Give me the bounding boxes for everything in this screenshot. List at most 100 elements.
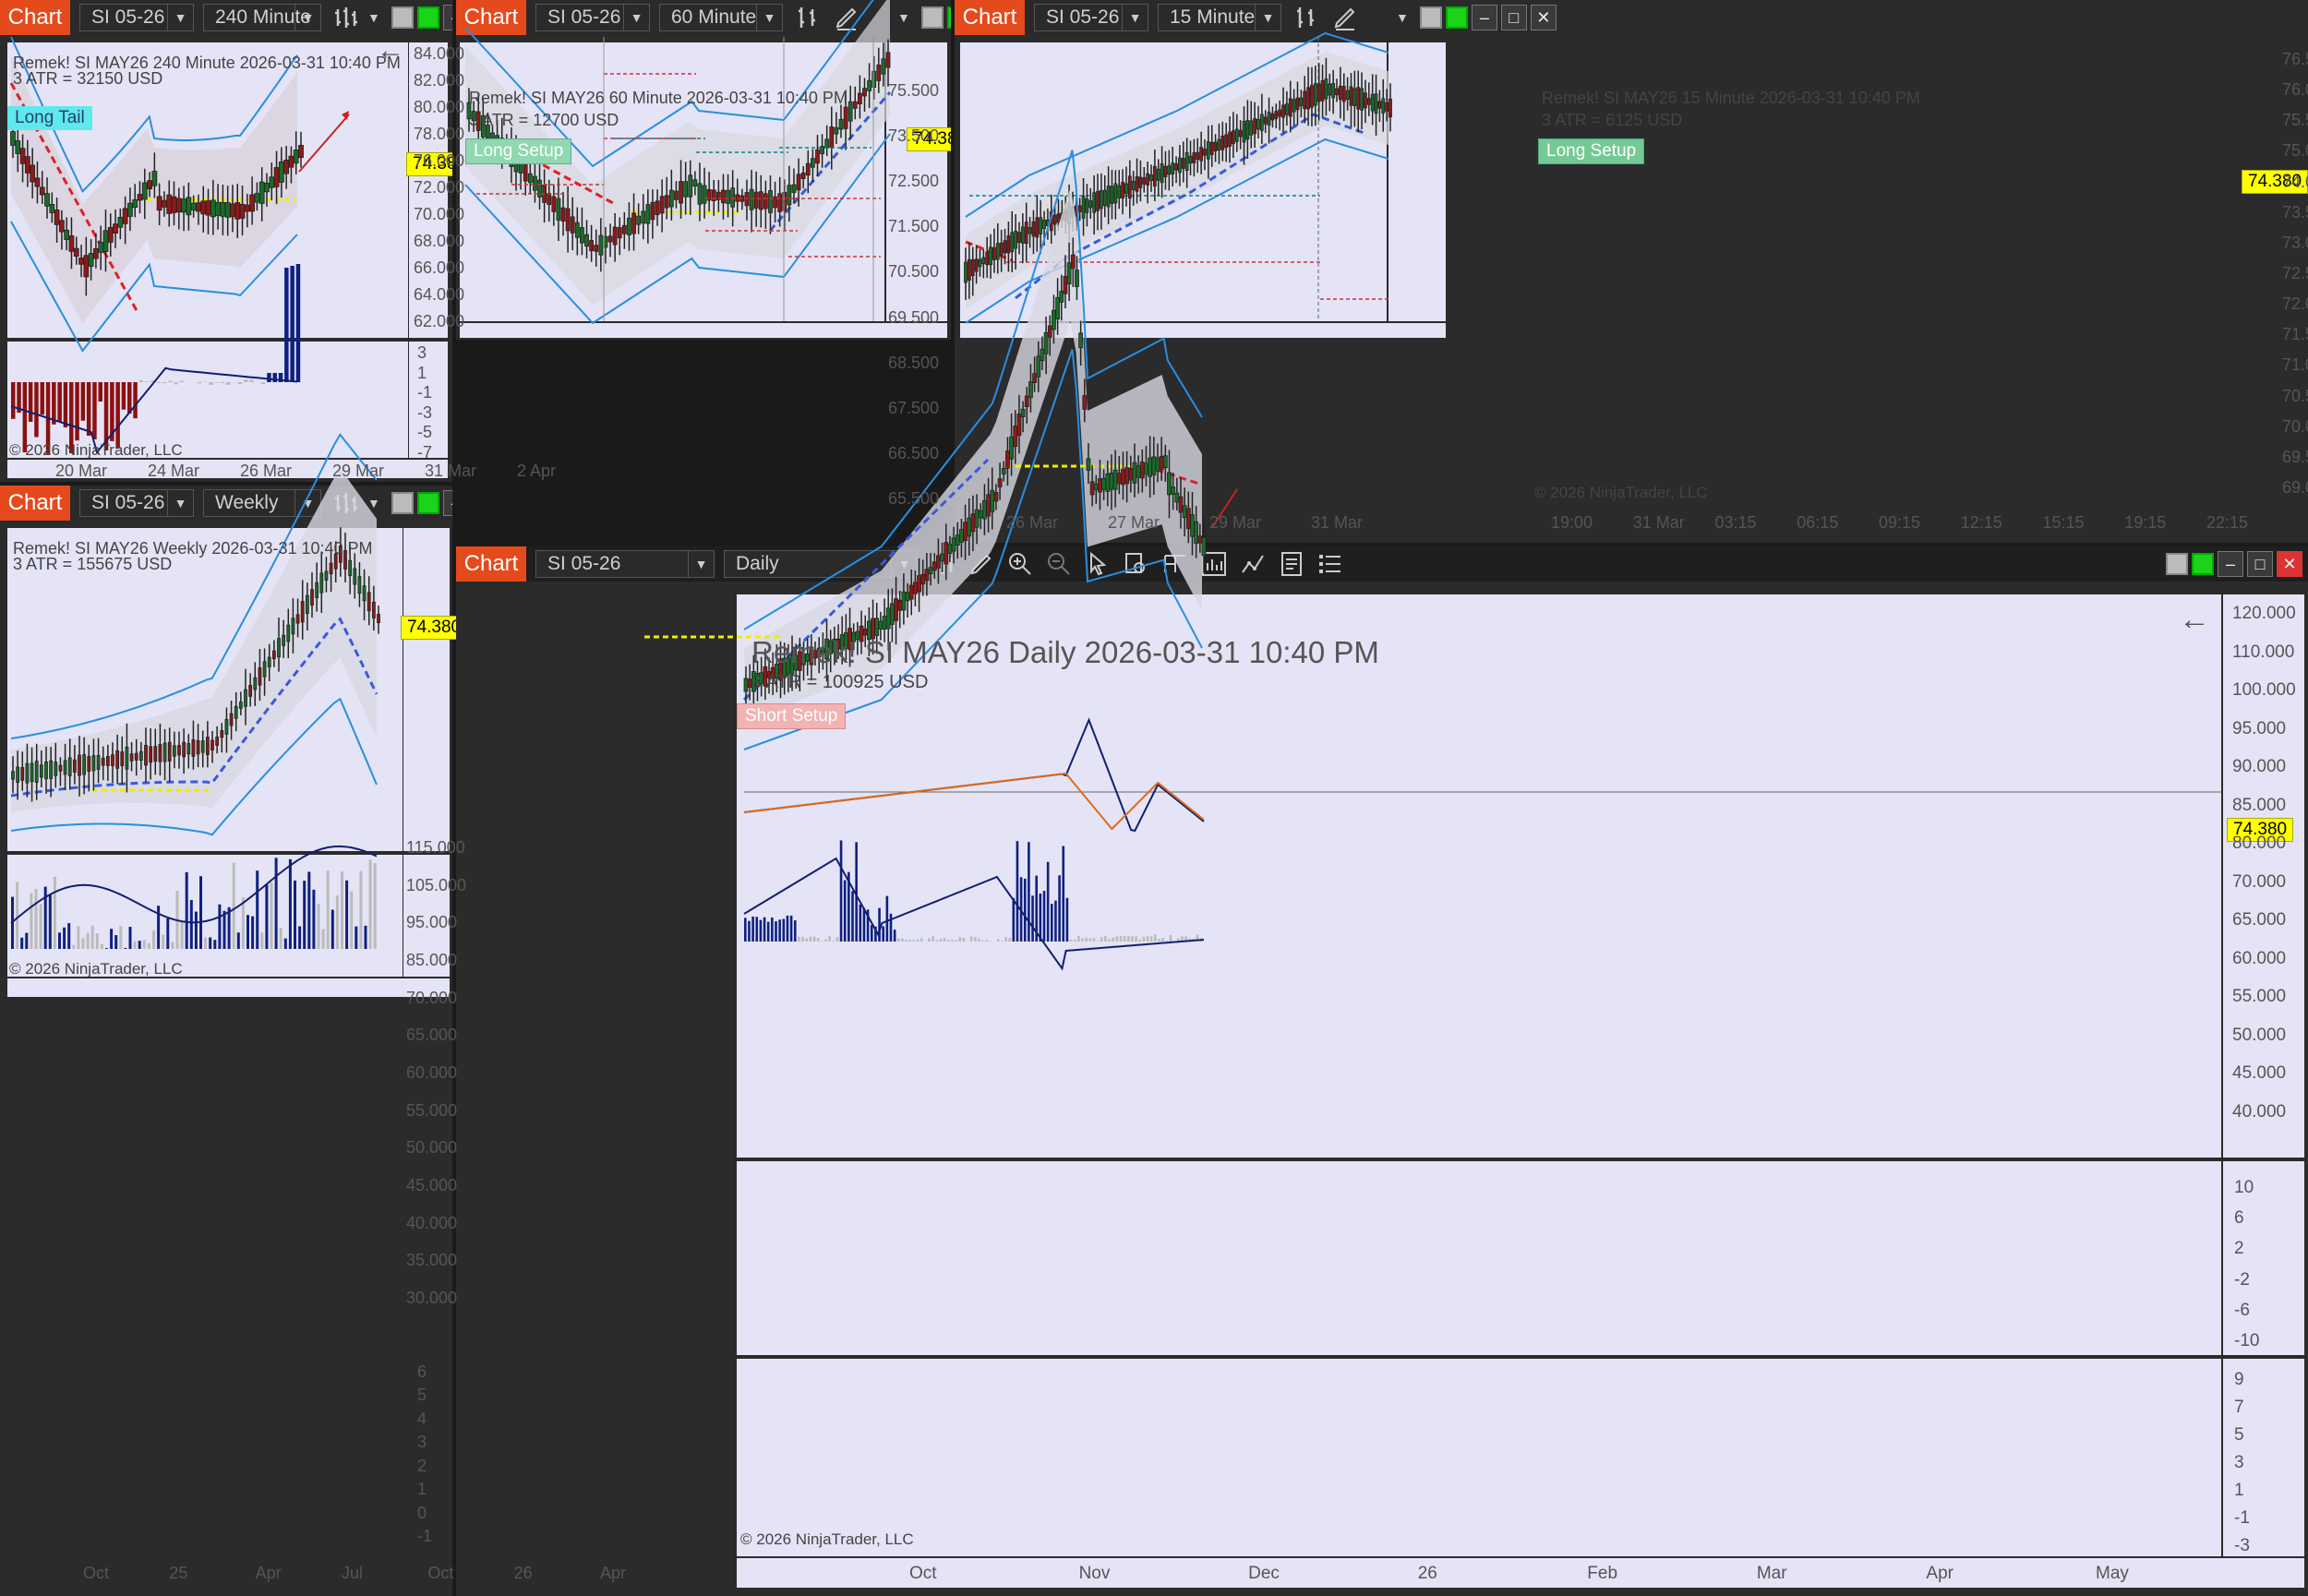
date-tick-label: 24 Mar [148, 462, 200, 480]
chart-menu-tab[interactable]: Chart [0, 0, 70, 35]
price-axis[interactable] [409, 42, 448, 338]
chart-menu-tab[interactable]: Chart [955, 0, 1025, 35]
price-tick-label: 50.000 [406, 1138, 458, 1158]
link-color-gray-icon[interactable] [391, 6, 414, 29]
close-button[interactable]: ✕ [1530, 5, 1557, 30]
setup-label: Long Setup [465, 138, 572, 164]
macd-axis-daily[interactable] [2223, 1161, 2304, 1355]
bar-style-icon[interactable] [332, 4, 360, 31]
instrument-selector[interactable]: SI 05-26 ▼ [1034, 4, 1148, 31]
price-axis[interactable] [886, 42, 947, 321]
price-axis-weekly[interactable] [403, 528, 450, 851]
oscillator-axis-daily[interactable] [2223, 1359, 2304, 1556]
price-tick-label: 72.500 [2282, 264, 2308, 282]
list-icon[interactable] [1316, 550, 1344, 578]
instrument-value: SI 05-26 [547, 553, 621, 574]
period-selector[interactable]: Weekly ▼ [203, 489, 321, 517]
chevron-down-icon[interactable]: ▼ [1122, 5, 1148, 30]
link-color-green-icon[interactable] [1445, 6, 1468, 29]
atr-label: 3 ATR = 32150 USD [13, 69, 163, 88]
price-tick-label: 75.500 [888, 81, 940, 100]
draw-tool-icon[interactable] [833, 4, 860, 31]
chevron-down-icon[interactable]: ▼ [167, 490, 193, 516]
chevron-down-icon[interactable]: ▼ [295, 490, 320, 516]
period-selector[interactable]: 60 Minute ▼ [659, 4, 783, 31]
instrument-selector[interactable]: SI 05-26 ▼ [79, 489, 194, 517]
chevron-down-icon[interactable]: ▼ [688, 551, 714, 577]
instrument-selector[interactable]: SI 05-26 ▼ [79, 4, 194, 31]
link-color-gray-icon[interactable] [920, 6, 944, 29]
osc-tick-label: 1 [2234, 1481, 2244, 1500]
price-tick-label: 35.000 [406, 1251, 458, 1270]
close-button[interactable]: ✕ [2277, 551, 2302, 577]
chevron-down-icon[interactable]: ▼ [756, 5, 782, 30]
chevron-down-icon[interactable]: ▼ [1255, 5, 1280, 30]
link-color-gray-icon[interactable] [391, 492, 414, 514]
bar-style-icon[interactable] [1292, 4, 1320, 31]
period-selector[interactable]: 15 Minute ▼ [1158, 4, 1281, 31]
pointer-icon[interactable] [1084, 550, 1112, 578]
link-color-green-icon[interactable] [416, 6, 439, 29]
chart-menu-tab[interactable]: Chart [456, 546, 526, 582]
link-color-green-icon[interactable] [2192, 553, 2214, 575]
oscillator-panel[interactable] [7, 342, 408, 458]
date-tick-label: 26 Mar [240, 462, 293, 480]
maximize-button[interactable]: □ [2247, 551, 2273, 577]
indicators-icon[interactable] [1200, 550, 1228, 578]
time-axis[interactable] [460, 323, 947, 338]
minimize-button[interactable]: – [2218, 551, 2243, 577]
back-arrow-icon-daily[interactable]: ← [2179, 602, 2210, 637]
link-color-gray-icon[interactable] [1419, 6, 1442, 29]
price-axis-15min[interactable] [1388, 42, 1446, 321]
price-tick-label: 66.000 [414, 258, 465, 277]
chart-menu-tab[interactable]: Chart [456, 0, 526, 35]
period-selector[interactable]: Daily▼ [724, 550, 918, 578]
price-tick-label: 100.000 [2232, 680, 2296, 701]
price-axis-daily[interactable] [2223, 594, 2304, 1158]
chevron-down-icon[interactable]: ▼ [623, 5, 649, 30]
last-price-marker: 74.380 [406, 152, 452, 176]
chevron-down-icon[interactable]: ▼ [367, 496, 380, 510]
time-axis-weekly[interactable] [7, 978, 450, 997]
date-tick-label: 29 Mar [1209, 513, 1262, 532]
instrument-selector[interactable]: SI 05-26 ▼ [535, 550, 715, 578]
chevron-down-icon[interactable]: ▼ [897, 10, 910, 25]
period-selector[interactable]: 240 Minute ▼ [203, 4, 321, 31]
bar-style-icon[interactable] [794, 4, 822, 31]
oscillator-axis-weekly[interactable] [403, 855, 450, 977]
link-color-green-icon[interactable] [416, 492, 439, 514]
period-value: 15 Minute [1170, 6, 1256, 28]
chevron-down-icon[interactable]: ▼ [295, 5, 320, 30]
chevron-down-icon[interactable]: ▼ [167, 5, 193, 30]
oscillator-panel-daily[interactable] [737, 1359, 2221, 1556]
price-panel-daily[interactable] [737, 594, 2221, 1158]
copyright: © 2026 NinjaTrader, LLC [9, 441, 183, 459]
price-tick-label: 110.000 [2232, 642, 2295, 662]
instrument-selector[interactable]: SI 05-26 ▼ [535, 4, 650, 31]
minimize-button[interactable]: – [442, 490, 452, 516]
properties-icon[interactable] [1278, 550, 1305, 578]
chevron-down-icon[interactable]: ▼ [367, 10, 380, 25]
zoom-in-icon[interactable] [1006, 550, 1034, 578]
zoom-out-icon[interactable] [1045, 550, 1073, 578]
oscillator-axis[interactable] [409, 342, 448, 458]
time-axis-daily[interactable] [737, 1558, 2304, 1588]
price-tick-label: 50.000 [2232, 1025, 2287, 1045]
back-arrow-icon[interactable]: ← [377, 35, 404, 66]
price-tick-label: 64.000 [414, 285, 465, 304]
chevron-down-icon[interactable]: ▼ [1396, 10, 1409, 25]
draw-tool-icon[interactable] [1331, 4, 1359, 31]
date-tick-label: Apr [1926, 1564, 1953, 1583]
strategies-icon[interactable] [1239, 550, 1267, 578]
link-color-green-icon[interactable] [946, 6, 951, 29]
maximize-button[interactable]: □ [1500, 5, 1527, 30]
chart-title-daily: Remek! SI MAY26 Daily 2026-03-31 10:40 P… [751, 635, 1379, 669]
osc-tick-label: 1 [417, 1480, 427, 1499]
price-tick-label: 69.000 [2282, 478, 2308, 497]
minimize-button[interactable]: – [442, 5, 452, 30]
date-tick-label: Oct [427, 1564, 454, 1582]
link-color-gray-icon[interactable] [2166, 553, 2188, 575]
chart-menu-tab[interactable]: Chart [0, 486, 70, 521]
minimize-button[interactable]: – [1471, 5, 1497, 30]
macd-panel-daily[interactable] [737, 1161, 2221, 1355]
